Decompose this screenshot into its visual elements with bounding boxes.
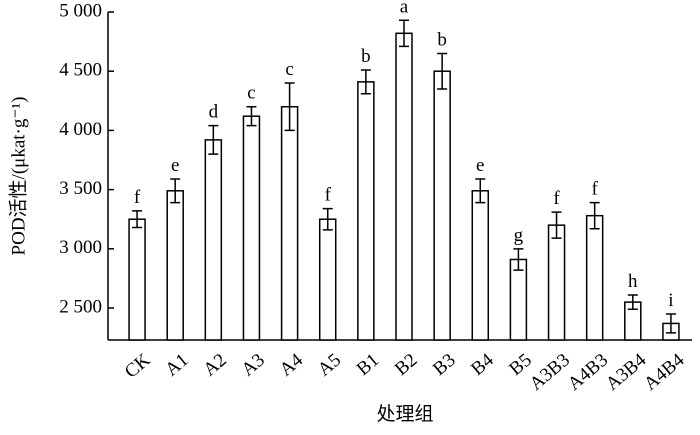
significance-letter: c	[285, 59, 293, 80]
x-tick-label: A4	[276, 349, 308, 380]
x-tick-label: B1	[353, 350, 383, 380]
significance-letter: g	[514, 225, 524, 246]
x-tick-label: B4	[467, 349, 498, 380]
error-bar	[322, 207, 333, 231]
bar	[242, 115, 261, 341]
x-tick-label: A1	[161, 350, 192, 381]
error-bar	[360, 69, 371, 95]
bar	[318, 218, 337, 341]
error-bar	[627, 294, 638, 310]
x-tick-label: A4B4	[640, 349, 689, 395]
significance-letter: f	[592, 179, 599, 200]
y-tick-label: 3 500	[59, 178, 102, 199]
error-bar	[551, 211, 562, 239]
significance-letter: f	[325, 185, 332, 206]
y-tick-label: 2 500	[59, 296, 102, 317]
x-tick-label: B3	[429, 350, 459, 380]
significance-letter: f	[553, 188, 560, 209]
bar	[128, 218, 146, 341]
error-bar	[170, 178, 181, 204]
error-bar	[284, 82, 295, 132]
x-tick-label: A3	[238, 350, 269, 381]
significance-letter: h	[628, 271, 638, 292]
significance-letter: f	[134, 187, 141, 208]
bar	[547, 224, 566, 341]
x-tick-label: A3B3	[526, 350, 574, 395]
x-tick-label: B2	[391, 350, 421, 380]
significance-letter: b	[437, 29, 447, 50]
bar	[357, 81, 375, 341]
bar	[204, 139, 223, 341]
significance-letter: a	[400, 0, 409, 17]
y-tick-label: 4 500	[59, 60, 102, 81]
significance-letter: e	[476, 155, 484, 176]
y-tick-label: 3 000	[59, 237, 102, 258]
error-bar	[246, 105, 257, 127]
bar	[395, 32, 413, 341]
significance-letter: d	[209, 102, 219, 123]
significance-letter: c	[247, 83, 255, 104]
error-bar	[665, 313, 676, 334]
bar	[471, 190, 490, 341]
x-tick-label: A2	[199, 350, 230, 381]
error-bar	[437, 52, 448, 90]
x-tick-label: CK	[121, 349, 155, 382]
x-tick-label: A3B4	[602, 349, 651, 395]
bar	[509, 258, 528, 341]
bar	[433, 70, 451, 341]
x-tick-label: A5	[314, 350, 345, 381]
y-axis-label: POD活性/(μkat·g⁻¹)	[7, 97, 29, 256]
error-bar	[399, 19, 409, 48]
y-tick-label: 5 000	[59, 0, 102, 21]
y-tick-label: 4 000	[59, 119, 102, 140]
x-tick-label: A4B3	[564, 350, 612, 395]
error-bar	[513, 248, 524, 271]
bar	[166, 190, 184, 341]
bar	[280, 105, 299, 341]
error-bar	[208, 124, 219, 155]
significance-letter: b	[361, 46, 371, 67]
error-bar	[475, 178, 486, 204]
bar	[585, 214, 604, 341]
significance-letter: i	[668, 290, 673, 311]
significance-letter: e	[171, 155, 179, 176]
error-bar	[132, 210, 143, 229]
error-bar	[589, 201, 600, 230]
x-axis-label: 处理组	[376, 403, 433, 425]
